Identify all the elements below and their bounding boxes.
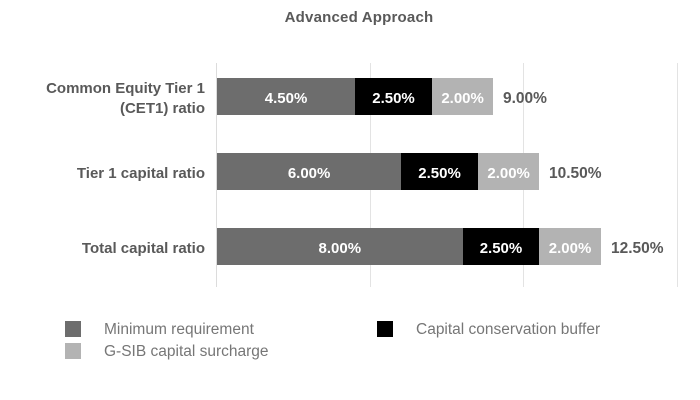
segment-value-label: 2.50% — [372, 90, 415, 107]
bar-row-tier-1-capital-ratio: 6.00% 2.50% 2.00% — [217, 153, 540, 190]
legend-label-capital-conservation-buffer: Capital conservation buffer — [416, 321, 601, 338]
segment-value-label: 2.00% — [548, 240, 592, 257]
segment-value-label: 4.50% — [264, 90, 308, 107]
bar-segment-minimum-requirement: 8.00% — [217, 228, 463, 265]
category-label-total-capital-ratio: Total capital ratio — [81, 239, 205, 257]
segment-value-label: 6.00% — [287, 165, 331, 182]
legend-item-g-sib-capital-surcharge: G-SIB capital surcharge — [65, 343, 269, 360]
bar-segment-minimum-requirement: 6.00% — [217, 153, 402, 190]
bar-row-total-capital-ratio: 8.00% 2.50% 2.00% — [217, 228, 601, 265]
legend-swatch-g-sib-capital-surcharge-icon — [65, 343, 81, 359]
legend-item-capital-conservation-buffer: Capital conservation buffer — [377, 321, 601, 338]
bar-segment-g-sib-capital-surcharge: 2.00% — [539, 228, 601, 265]
total-value-label-tier-1-capital-ratio: 10.50% — [549, 164, 602, 182]
segment-value-label: 8.00% — [318, 240, 362, 257]
legend-column-2: Capital conservation buffer — [377, 321, 601, 338]
gridline-0 — [216, 63, 217, 287]
segment-value-label: 2.00% — [441, 90, 484, 107]
category-label-tier-1-capital-ratio: Tier 1 capital ratio — [76, 164, 205, 182]
segment-value-label: 2.50% — [479, 240, 523, 257]
bar-segment-capital-conservation-buffer: 2.50% — [462, 228, 540, 265]
legend-item-minimum-requirement: Minimum requirement — [65, 321, 269, 338]
total-value-label-common-equity-tier-1-cet1-ratio: 9.00% — [503, 89, 547, 107]
legend-column-1: Minimum requirement G-SIB capital surchar… — [65, 321, 269, 360]
bar-segment-g-sib-capital-surcharge: 2.00% — [477, 153, 540, 190]
total-value-label-total-capital-ratio: 12.50% — [611, 239, 664, 257]
segment-value-label: 2.00% — [487, 165, 530, 182]
category-label-common-equity-tier-1-cet1-ratio: Common Equity Tier 1 (CET1) ratio — [46, 79, 205, 117]
bar-segment-g-sib-capital-surcharge: 2.00% — [431, 78, 494, 115]
bar-row-common-equity-tier-1-cet1-ratio: 4.50% 2.50% 2.00% — [217, 78, 494, 115]
bar-segment-capital-conservation-buffer: 2.50% — [401, 153, 478, 190]
bar-segment-capital-conservation-buffer: 2.50% — [355, 78, 432, 115]
gridline-15 — [677, 63, 678, 287]
legend-swatch-minimum-requirement-icon — [65, 321, 81, 337]
legend-swatch-capital-conservation-buffer-icon — [377, 321, 393, 337]
legend-label-g-sib-capital-surcharge: G-SIB capital surcharge — [104, 343, 269, 360]
bar-segment-minimum-requirement: 4.50% — [217, 78, 356, 115]
chart-title: Advanced Approach — [284, 9, 434, 26]
segment-value-label: 2.50% — [418, 165, 461, 182]
legend-label-minimum-requirement: Minimum requirement — [104, 321, 254, 338]
